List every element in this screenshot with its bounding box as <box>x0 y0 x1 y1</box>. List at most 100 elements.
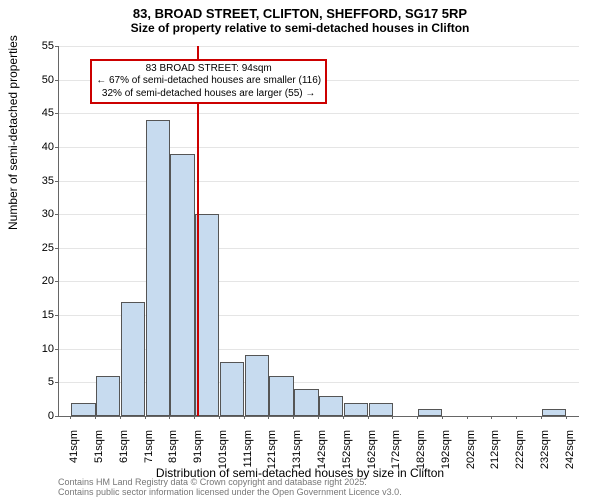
annotation-line: ← 67% of semi-detached houses are smalle… <box>96 75 321 88</box>
y-tick-label: 15 <box>30 309 54 321</box>
x-tick-mark <box>145 416 146 419</box>
gridline <box>59 281 579 282</box>
gridline <box>59 181 579 182</box>
histogram-bar <box>195 214 219 416</box>
y-tick-mark <box>55 80 58 81</box>
histogram-bar <box>170 154 194 416</box>
x-tick-label: 162sqm <box>366 430 378 474</box>
y-tick-label: 50 <box>30 74 54 86</box>
y-tick-label: 30 <box>30 208 54 220</box>
y-tick-mark <box>55 416 58 417</box>
x-tick-label: 222sqm <box>514 430 526 474</box>
y-tick-mark <box>55 281 58 282</box>
y-tick-mark <box>55 147 58 148</box>
footer: Contains HM Land Registry data © Crown c… <box>58 478 402 498</box>
y-tick-mark <box>55 181 58 182</box>
x-tick-mark <box>219 416 220 419</box>
chart-title: 83, BROAD STREET, CLIFTON, SHEFFORD, SG1… <box>0 0 600 35</box>
y-tick-label: 40 <box>30 141 54 153</box>
x-tick-label: 172sqm <box>390 430 402 474</box>
y-tick-mark <box>55 248 58 249</box>
y-tick-label: 5 <box>30 376 54 388</box>
x-tick-label: 192sqm <box>440 430 452 474</box>
x-tick-label: 51sqm <box>93 430 105 474</box>
y-tick-label: 10 <box>30 343 54 355</box>
y-tick-label: 35 <box>30 175 54 187</box>
x-tick-label: 131sqm <box>291 430 303 474</box>
y-tick-label: 0 <box>30 410 54 422</box>
footer-line-2: Contains public sector information licen… <box>58 488 402 498</box>
x-tick-mark <box>491 416 492 419</box>
histogram-bar <box>245 355 269 416</box>
y-tick-mark <box>55 113 58 114</box>
histogram-bar <box>542 409 566 416</box>
histogram-bar <box>319 396 343 416</box>
x-tick-label: 101sqm <box>217 430 229 474</box>
x-tick-mark <box>368 416 369 419</box>
gridline <box>59 248 579 249</box>
x-tick-mark <box>70 416 71 419</box>
x-tick-mark <box>244 416 245 419</box>
histogram-bar <box>344 403 368 416</box>
x-tick-label: 142sqm <box>316 430 328 474</box>
gridline <box>59 147 579 148</box>
annotation-line: 83 BROAD STREET: 94sqm <box>96 63 321 76</box>
histogram-bar <box>418 409 442 416</box>
histogram-bar <box>121 302 145 416</box>
x-tick-mark <box>95 416 96 419</box>
x-tick-label: 152sqm <box>341 430 353 474</box>
x-tick-mark <box>541 416 542 419</box>
x-tick-mark <box>392 416 393 419</box>
y-tick-mark <box>55 214 58 215</box>
plot-area: 83 BROAD STREET: 94sqm← 67% of semi-deta… <box>58 46 579 417</box>
x-tick-label: 71sqm <box>143 430 155 474</box>
x-tick-label: 81sqm <box>167 430 179 474</box>
x-tick-label: 182sqm <box>415 430 427 474</box>
x-tick-label: 242sqm <box>564 430 576 474</box>
histogram-bar <box>220 362 244 416</box>
y-tick-mark <box>55 382 58 383</box>
histogram-bar <box>369 403 393 416</box>
x-tick-mark <box>120 416 121 419</box>
gridline <box>59 113 579 114</box>
x-tick-label: 121sqm <box>266 430 278 474</box>
gridline <box>59 46 579 47</box>
x-tick-mark <box>293 416 294 419</box>
x-tick-mark <box>169 416 170 419</box>
annotation-line: 32% of semi-detached houses are larger (… <box>96 88 321 101</box>
x-tick-mark <box>566 416 567 419</box>
x-tick-mark <box>194 416 195 419</box>
x-tick-label: 212sqm <box>489 430 501 474</box>
histogram-bar <box>71 403 95 416</box>
y-tick-label: 25 <box>30 242 54 254</box>
y-tick-label: 45 <box>30 107 54 119</box>
x-tick-label: 202sqm <box>465 430 477 474</box>
x-tick-mark <box>268 416 269 419</box>
x-tick-mark <box>467 416 468 419</box>
x-tick-mark <box>516 416 517 419</box>
x-tick-mark <box>343 416 344 419</box>
y-tick-mark <box>55 349 58 350</box>
x-tick-label: 232sqm <box>539 430 551 474</box>
y-tick-label: 20 <box>30 275 54 287</box>
title-line-1: 83, BROAD STREET, CLIFTON, SHEFFORD, SG1… <box>0 6 600 21</box>
histogram-bar <box>96 376 120 416</box>
annotation-box: 83 BROAD STREET: 94sqm← 67% of semi-deta… <box>90 59 327 105</box>
histogram-bar <box>269 376 293 416</box>
y-tick-label: 55 <box>30 40 54 52</box>
y-tick-mark <box>55 46 58 47</box>
x-tick-label: 91sqm <box>192 430 204 474</box>
chart-container: 83, BROAD STREET, CLIFTON, SHEFFORD, SG1… <box>0 0 600 500</box>
y-axis-label: Number of semi-detached properties <box>6 35 20 230</box>
x-tick-label: 61sqm <box>118 430 130 474</box>
histogram-bar <box>294 389 318 416</box>
x-tick-label: 41sqm <box>68 430 80 474</box>
x-tick-mark <box>442 416 443 419</box>
x-tick-mark <box>417 416 418 419</box>
gridline <box>59 214 579 215</box>
title-line-2: Size of property relative to semi-detach… <box>0 21 600 35</box>
y-tick-mark <box>55 315 58 316</box>
histogram-bar <box>146 120 170 416</box>
x-tick-mark <box>318 416 319 419</box>
x-tick-label: 111sqm <box>242 430 254 474</box>
